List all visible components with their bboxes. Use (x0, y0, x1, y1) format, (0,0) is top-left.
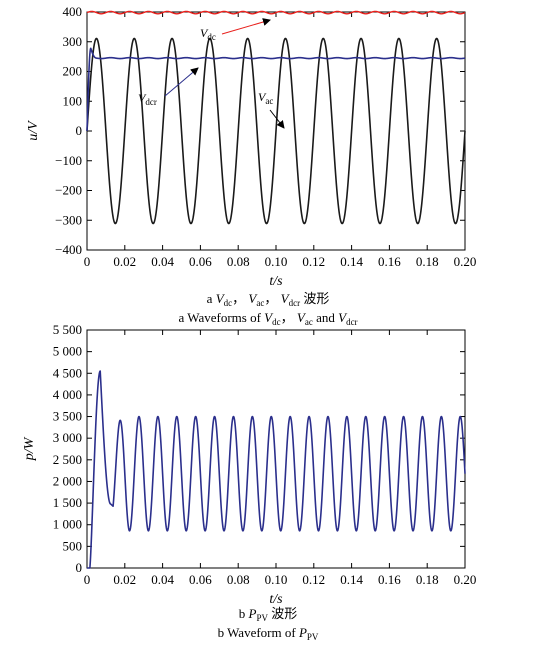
chart2-y-tick-label: 500 (63, 538, 83, 553)
chart2-x-tick-label: 0.16 (378, 572, 401, 587)
chart1-x-tick-label: 0.12 (302, 254, 325, 269)
chart1-x-tick-label: 0.10 (265, 254, 288, 269)
chart1-x-tick-label: 0.14 (340, 254, 363, 269)
chart2-x-tick-label: 0.10 (265, 572, 288, 587)
chart2-x-tick-label: 0.08 (227, 572, 250, 587)
chart2-x-tick-label: 0 (84, 572, 91, 587)
chart1-y-axis-label: u/V (26, 120, 41, 141)
chart2-y-tick-label: 1 000 (53, 517, 82, 532)
chart2-x-tick-label: 0.02 (113, 572, 136, 587)
chart1-y-tick-label: 100 (63, 93, 83, 108)
series-v-dc-line (86, 10, 466, 15)
chart1-y-tick-label: −300 (55, 212, 82, 227)
chart1-x-tick-label: 0.04 (151, 254, 174, 269)
annotation-v-ac-arrow (269, 109, 285, 129)
annotation-v-dcr: Vdcr (138, 91, 157, 107)
chart1-y-tick-label: 300 (63, 34, 83, 49)
chart2-x-tick-label: 0.14 (340, 572, 363, 587)
chart1-x-tick-label: 0.06 (189, 254, 212, 269)
chart1-y-tick-label: 400 (63, 4, 83, 19)
chart1-caption-en: a Waveforms of Vdc， Vac and Vdcr (178, 310, 357, 327)
chart2-y-tick-label: 5 000 (53, 344, 82, 359)
chart2-x-axis-label: t/s (269, 592, 283, 607)
chart2-y-tick-label: 5 500 (53, 322, 82, 337)
chart2-x-tick-label: 0.12 (302, 572, 325, 587)
chart1-y-tick-label: −200 (55, 183, 82, 198)
chart2-x-tick-label: 0.20 (454, 572, 477, 587)
chart1-x-tick-label: 0.20 (454, 254, 477, 269)
voltage-chart: 0 0.02 0.04 0.06 0.08 0.10 0.12 0.14 0.16 0.18 0.2… (26, 4, 476, 327)
series-p-pv-line (86, 370, 466, 569)
chart1-y-tick-label: 200 (63, 64, 83, 79)
chart2-y-tick-label: 1 500 (53, 495, 82, 510)
chart1-x-tick-label: 0.18 (416, 254, 439, 269)
chart2-y-tick-label: 4 000 (53, 387, 82, 402)
chart1-x-tick-label: 0.16 (378, 254, 401, 269)
chart1-y-tick-label: −100 (55, 153, 82, 168)
chart2-y-tick-label: 3 000 (53, 430, 82, 445)
chart2-y-axis-label: p/W (22, 436, 37, 461)
chart1-y-tick-label: 0 (76, 123, 83, 138)
series-v-dcr-line (86, 47, 466, 132)
chart2-x-tick-label: 0.04 (151, 572, 174, 587)
annotation-v-dc-arrow (221, 18, 271, 35)
chart2-x-tick-label: 0.06 (189, 572, 212, 587)
chart2-y-tick-label: 2 000 (53, 473, 82, 488)
chart1-x-axis-label: t/s (269, 274, 283, 289)
chart2-y-tick-label: 2 500 (53, 452, 82, 467)
chart1-x-tick-label: 0 (84, 254, 91, 269)
chart2-y-tick-label: 0 (76, 560, 83, 575)
annotation-v-ac: Vac (258, 90, 273, 106)
power-chart: 0 0.02 0.04 0.06 0.08 0.10 0.12 0.14 0.16 0.18 0.2… (22, 322, 476, 642)
chart1-caption-cn: a Vdc， Vac， Vdcr 波形 (207, 291, 330, 308)
chart2-x-tick-label: 0.18 (416, 572, 439, 587)
series-v-ac-line (86, 37, 466, 225)
annotation-v-dcr-arrow (164, 67, 199, 97)
chart1-x-tick-label: 0.02 (113, 254, 136, 269)
chart2-plot-frame (86, 329, 466, 569)
chart2-caption-cn: b PPV 波形 (239, 606, 297, 623)
chart2-caption-en: b Waveform of PPV (218, 625, 319, 642)
chart2-y-tick-label: 4 500 (53, 365, 82, 380)
chart2-y-tick-label: 3 500 (53, 409, 82, 424)
annotation-v-dc: Vdc (200, 26, 216, 42)
chart1-y-tick-label: −400 (55, 242, 82, 257)
chart1-x-tick-label: 0.08 (227, 254, 250, 269)
